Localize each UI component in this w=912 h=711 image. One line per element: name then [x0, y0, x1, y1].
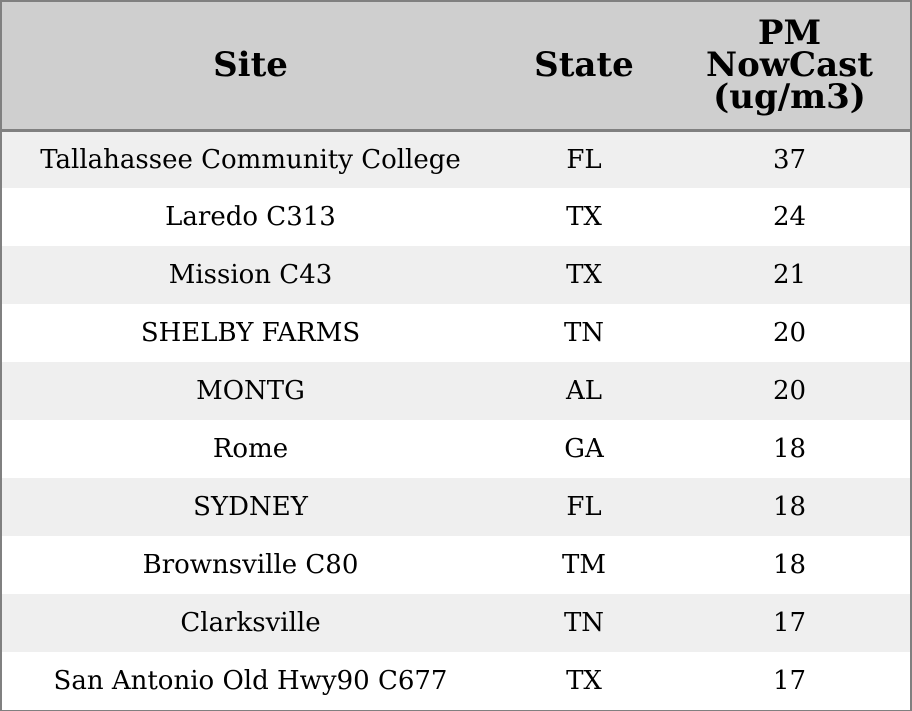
cell-site: Brownsville C80 [142, 550, 359, 580]
cell-value: 21 [772, 260, 807, 290]
cell-site: Tallahassee Community College [40, 144, 461, 175]
cell-value: 18 [772, 492, 807, 522]
cell-value: 37 [772, 144, 807, 175]
cell-state: AL [565, 376, 603, 406]
table-row: Laredo C313 TX 24 [2, 188, 910, 246]
header-pm-line-1: PM [757, 13, 822, 54]
table-row: Clarksville TN 17 [2, 594, 910, 652]
header-pm-line-3: (ug/m3) [713, 77, 866, 118]
cell-state: TX [566, 260, 602, 290]
cell-site: SHELBY FARMS [140, 318, 361, 348]
cell-state: TN [563, 318, 605, 348]
header-pm-line-2: NowCast [706, 45, 873, 86]
cell-value: 18 [772, 550, 807, 580]
table-row: SYDNEY FL 18 [2, 478, 910, 536]
cell-state: FL [566, 492, 602, 522]
cell-value: 20 [772, 318, 807, 348]
table-body: Tallahassee Community College FL 37 Lare… [2, 130, 910, 710]
cell-site: Clarksville [180, 608, 321, 638]
cell-site: SYDNEY [193, 492, 308, 522]
cell-state: GA [564, 434, 604, 464]
header-state-text: State [534, 45, 634, 86]
cell-state: TX [566, 666, 602, 696]
cell-state: TM [562, 550, 606, 580]
cell-state: TX [566, 202, 602, 232]
header-pm-nowcast: PM NowCast (ug/m3) [669, 2, 910, 132]
table-row: Brownsville C80 TM 18 [2, 536, 910, 594]
table-row: Mission C43 TX 21 [2, 246, 910, 304]
table-row: San Antonio Old Hwy90 C677 TX 17 [2, 652, 910, 710]
table-row: Rome GA 18 [2, 420, 910, 478]
cell-value: 24 [772, 202, 807, 232]
cell-state: FL [566, 144, 602, 175]
cell-value: 18 [772, 434, 807, 464]
table-row: SHELBY FARMS TN 20 [2, 304, 910, 362]
cell-site: Rome [212, 434, 289, 464]
header-site: Site [2, 2, 499, 132]
cell-site: Laredo C313 [165, 202, 336, 232]
table-row: MONTG AL 20 [2, 362, 910, 420]
table-row: Tallahassee Community College FL 37 [2, 130, 910, 188]
header-state: State [499, 2, 669, 132]
table-header: Site State PM NowCast (ug/m3) [2, 2, 910, 132]
cell-site: San Antonio Old Hwy90 C677 [53, 666, 448, 696]
cell-value: 17 [772, 608, 807, 638]
cell-value: 20 [772, 376, 807, 406]
cell-state: TN [563, 608, 605, 638]
header-row: Site State PM NowCast (ug/m3) [2, 2, 910, 132]
cell-value: 17 [772, 666, 807, 696]
cell-site: MONTG [196, 376, 305, 406]
cell-site: Mission C43 [168, 260, 333, 290]
header-site-text: Site [213, 45, 288, 86]
